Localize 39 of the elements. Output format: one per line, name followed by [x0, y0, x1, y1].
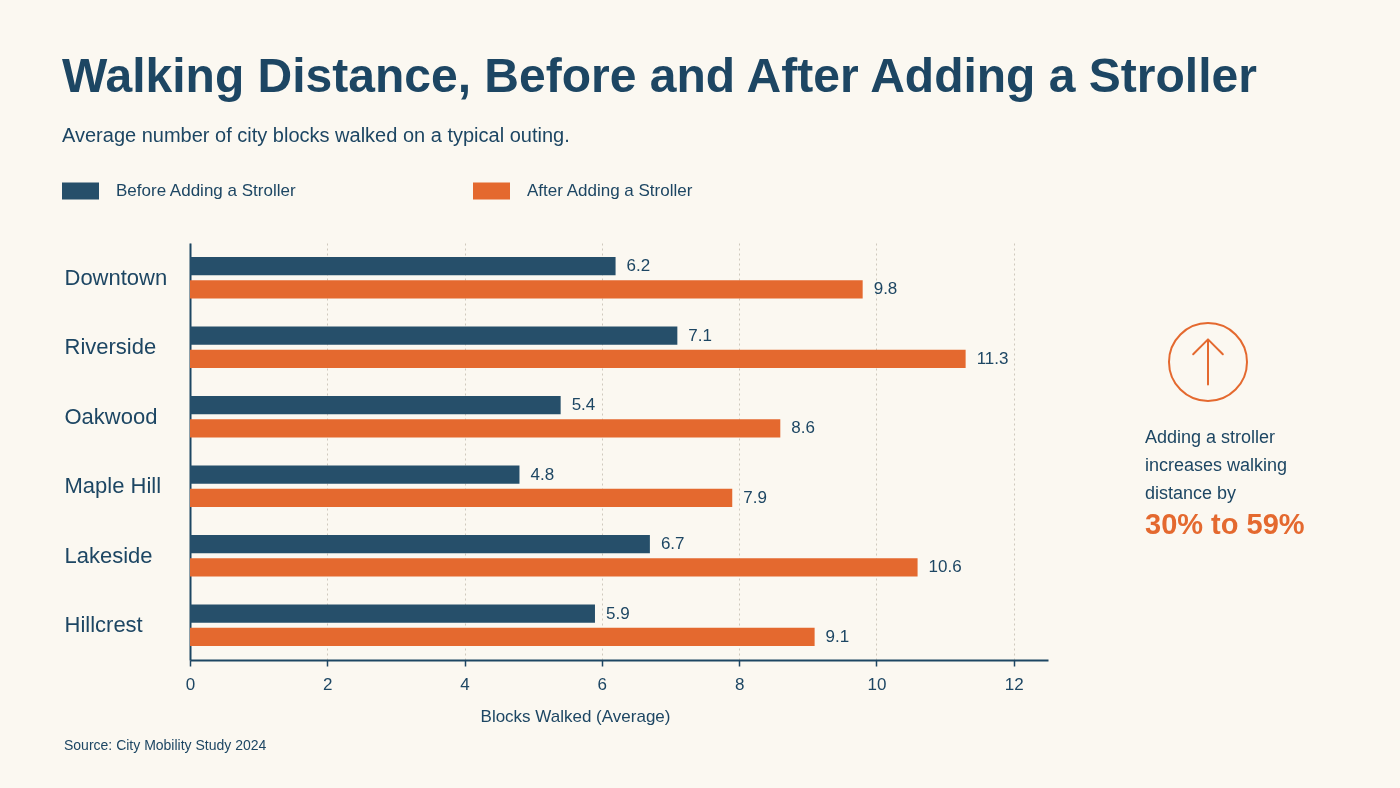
y-tick-label: Maple Hill: [64, 473, 162, 499]
x-axis-title: Blocks Walked (Average): [480, 706, 671, 726]
x-tick-label: 2: [323, 674, 333, 694]
y-tick-label: Oakwood: [64, 403, 158, 429]
data-label: 5.9: [605, 603, 630, 623]
data-label: 5.4: [571, 395, 596, 415]
x-tick-label: 4: [460, 674, 470, 694]
chart-subtitle: Average number of city blocks walked on a typical outing.: [62, 124, 570, 146]
data-label: 10.6: [928, 557, 962, 577]
x-tick-label: 8: [734, 674, 745, 694]
x-tick-label: 0: [185, 674, 196, 694]
data-label: 11.3: [976, 348, 1009, 368]
bar: [190, 280, 863, 299]
x-tick-label: 6: [597, 674, 608, 694]
data-label: 9.8: [873, 279, 898, 299]
legend-label: Before Adding a Stroller: [116, 180, 296, 200]
data-label: 6.2: [626, 256, 651, 276]
y-tick-label: Lakeside: [64, 542, 153, 568]
bar: [190, 419, 781, 438]
x-tick-label: 10: [867, 674, 887, 694]
text: 30% to 59%: [1145, 508, 1305, 540]
data-label: 7.9: [743, 487, 767, 507]
data-label: 7.1: [688, 325, 712, 345]
chart-title: Walking Distance, Before and After Adding a Stroller: [62, 49, 1257, 102]
bar: [190, 627, 815, 647]
data-label: 9.1: [825, 626, 850, 646]
legend-label: After Adding a Stroller: [527, 180, 693, 200]
data-label: 4.8: [530, 464, 555, 484]
data-label: 6.7: [660, 534, 685, 554]
bar: [190, 349, 966, 369]
y-tick-label: Riverside: [64, 334, 157, 360]
x-tick-label: 12: [1004, 674, 1024, 694]
text: Adding a stroller increases walking distance by: [1145, 427, 1288, 503]
source-note: Source: City Mobility Study 2024: [64, 737, 267, 753]
data-label: 8.6: [791, 418, 815, 438]
bar: [190, 488, 733, 508]
y-tick-label: Downtown: [64, 264, 168, 290]
y-tick-label: Hillcrest: [64, 612, 143, 638]
bar: [190, 558, 918, 577]
